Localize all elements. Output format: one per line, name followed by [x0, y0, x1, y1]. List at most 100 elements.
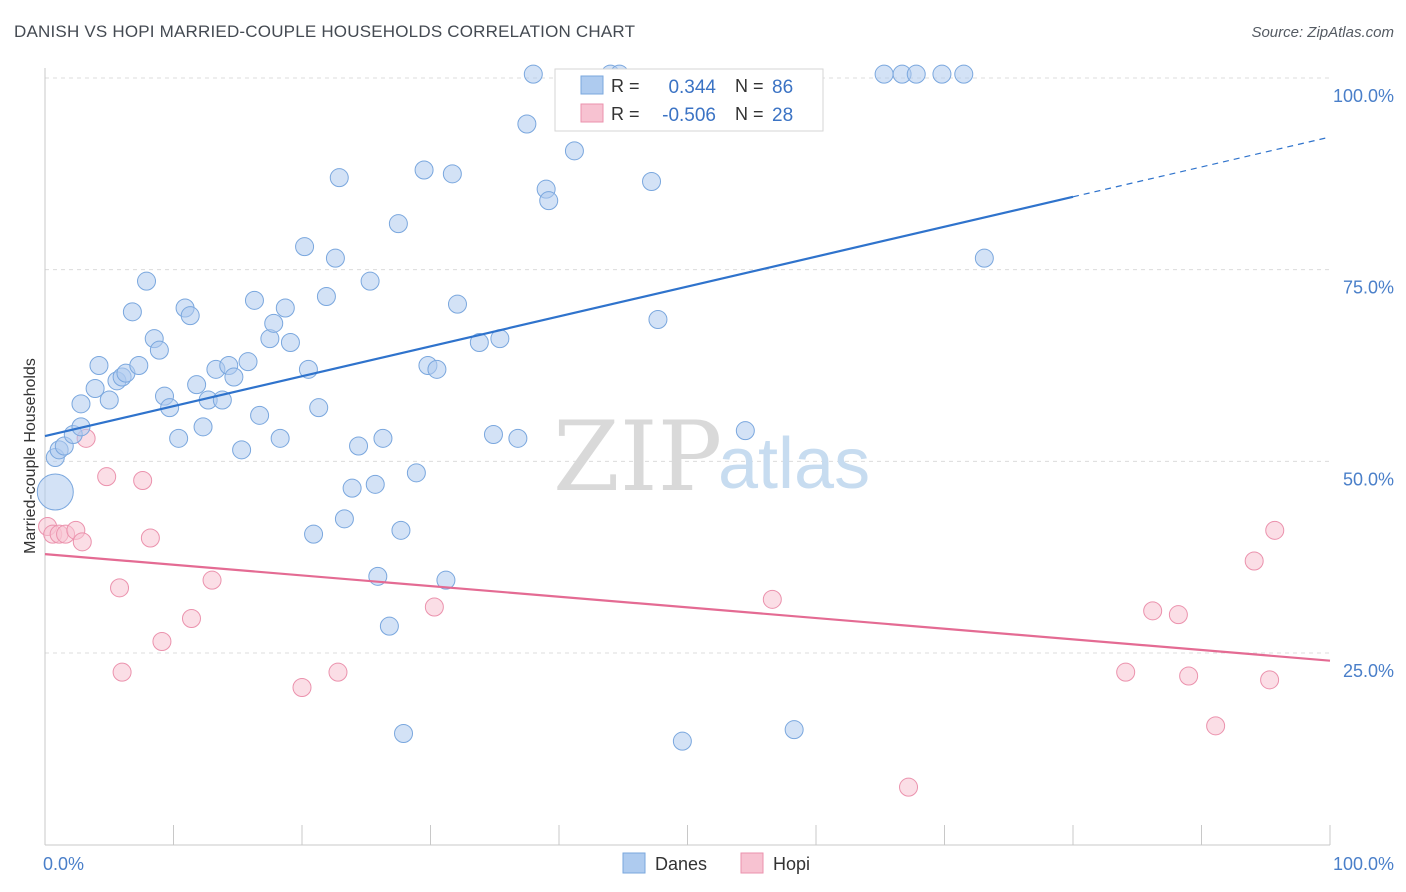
danes-point: [954, 64, 974, 84]
hopi-points: [38, 428, 1285, 797]
danes-point: [329, 168, 349, 188]
danes-point: [89, 356, 109, 375]
danes-point: [447, 294, 467, 314]
danes-point: [36, 473, 74, 511]
y-tick-label-50: 50.0%: [1343, 469, 1394, 489]
legend-danes-swatch: [622, 852, 646, 874]
y-tick-label-100: 100.0%: [1333, 86, 1394, 106]
danes-point: [394, 724, 414, 743]
x-ticks: [173, 825, 1331, 845]
hopi-point: [1168, 605, 1188, 625]
danes-point: [442, 164, 462, 184]
hopi-point: [1260, 670, 1280, 690]
danes-point: [365, 474, 385, 494]
danes-point: [379, 616, 399, 636]
watermark-zip: ZIP: [553, 401, 722, 513]
legend-hopi-swatch: [740, 852, 764, 874]
x-tick-label-max: 100.0%: [1333, 854, 1394, 874]
y-tick-label-75: 75.0%: [1343, 278, 1394, 298]
x-tick-label-min: 0.0%: [43, 854, 84, 874]
danes-trend-line: [44, 195, 1074, 438]
hopi-point: [133, 471, 153, 490]
danes-point: [932, 64, 952, 84]
danes-point: [325, 248, 345, 268]
danes-point: [180, 306, 200, 326]
danes-point: [406, 463, 426, 483]
danes-n-label: N =: [735, 76, 764, 96]
danes-point: [232, 440, 252, 460]
hopi-swatch: [580, 103, 604, 123]
danes-point: [71, 394, 91, 414]
danes-point: [244, 290, 264, 310]
source-label: Source: ZipAtlas.com: [1251, 24, 1394, 41]
hopi-point: [152, 632, 172, 651]
hopi-point: [1179, 666, 1199, 686]
hopi-n-value: 28: [772, 105, 793, 126]
danes-r-value: 0.344: [668, 77, 716, 98]
danes-point: [874, 64, 894, 84]
danes-point: [539, 191, 559, 211]
danes-point: [974, 248, 994, 268]
legend-danes-label: Danes: [655, 854, 707, 874]
danes-point: [342, 478, 362, 498]
y-axis-label: Married-couple Households: [22, 358, 39, 554]
danes-point: [436, 570, 456, 590]
y-tick-labels: 25.0% 50.0% 75.0% 100.0%: [1333, 86, 1394, 681]
y-tick-label-25: 25.0%: [1343, 661, 1394, 681]
danes-point: [224, 367, 244, 387]
danes-point: [523, 64, 543, 84]
hopi-point: [97, 467, 117, 487]
legend-hopi-label: Hopi: [773, 854, 810, 874]
hopi-r-value: -0.506: [662, 105, 716, 126]
danes-point: [648, 310, 668, 329]
danes-point: [99, 390, 119, 410]
danes-point: [149, 340, 169, 360]
stats-legend: R = 0.344 N = 86 R = -0.506 N = 28: [554, 68, 824, 132]
hopi-r-label: R =: [611, 104, 640, 124]
series-legend: Danes Hopi: [622, 852, 810, 874]
hopi-point: [202, 570, 222, 590]
hopi-point: [110, 578, 130, 598]
hopi-point: [1206, 716, 1226, 736]
danes-point: [295, 237, 315, 257]
hopi-point: [1244, 551, 1264, 571]
hopi-point: [1143, 601, 1163, 621]
danes-r-label: R =: [611, 76, 640, 96]
hopi-point: [762, 589, 782, 609]
hopi-point: [1265, 520, 1285, 540]
danes-point: [735, 421, 755, 441]
danes-point: [193, 417, 213, 437]
danes-point: [264, 313, 284, 333]
hopi-point: [899, 777, 919, 797]
danes-point: [784, 720, 804, 740]
danes-point: [309, 398, 329, 418]
hopi-point: [1116, 662, 1136, 682]
danes-point: [906, 64, 926, 84]
danes-point: [373, 428, 393, 448]
danes-point: [388, 214, 408, 234]
danes-point: [360, 271, 380, 291]
danes-point: [270, 428, 290, 448]
danes-point: [334, 509, 354, 529]
danes-point: [250, 405, 270, 425]
danes-point: [280, 333, 300, 352]
danes-point: [642, 172, 662, 191]
danes-point: [187, 375, 207, 395]
hopi-point: [292, 678, 312, 697]
trend-lines: [44, 136, 1331, 662]
danes-swatch: [580, 75, 604, 95]
danes-point: [129, 356, 149, 375]
danes-point: [483, 425, 503, 444]
danes-point: [169, 428, 189, 448]
danes-point: [672, 731, 692, 751]
danes-point: [238, 352, 258, 372]
hopi-trend-line: [44, 553, 1331, 662]
hopi-point: [181, 609, 201, 628]
danes-point: [316, 287, 336, 306]
danes-point: [469, 333, 489, 352]
danes-points: [36, 64, 994, 751]
hopi-n-label: N =: [735, 104, 764, 124]
chart-title: DANISH VS HOPI MARRIED-COUPLE HOUSEHOLDS…: [14, 22, 636, 41]
danes-point: [304, 524, 324, 544]
